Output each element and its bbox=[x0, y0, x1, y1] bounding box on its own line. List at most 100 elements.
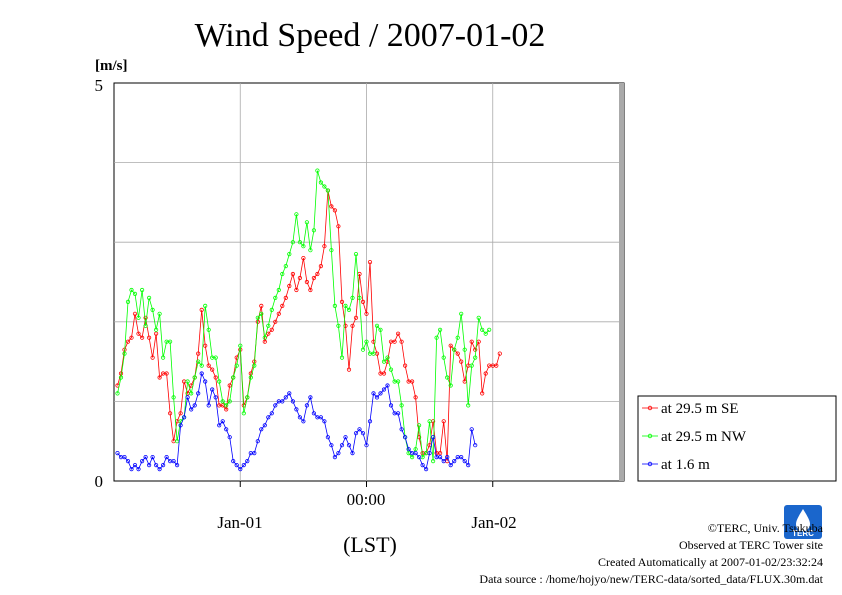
data-point bbox=[259, 427, 264, 432]
x-axis-label: (LST) bbox=[343, 532, 397, 557]
data-point bbox=[427, 419, 432, 424]
data-point bbox=[269, 327, 274, 332]
data-point bbox=[136, 331, 141, 336]
data-point bbox=[350, 295, 355, 300]
data-point bbox=[115, 391, 120, 396]
data-point bbox=[227, 435, 232, 440]
data-point bbox=[336, 450, 341, 456]
data-point bbox=[371, 351, 376, 356]
data-point bbox=[182, 415, 187, 420]
data-point bbox=[199, 363, 204, 368]
data-point bbox=[185, 379, 190, 384]
data-point bbox=[206, 403, 211, 408]
data-point bbox=[315, 168, 320, 173]
data-point bbox=[462, 458, 467, 464]
data-point bbox=[290, 240, 295, 245]
legend-swatch-marker bbox=[647, 461, 653, 467]
data-point bbox=[395, 411, 401, 416]
data-point bbox=[329, 248, 334, 253]
data-point bbox=[406, 447, 411, 452]
data-point bbox=[364, 443, 369, 448]
data-point bbox=[381, 371, 387, 376]
created-text: Created Automatically at 2007-01-02/23:3… bbox=[598, 555, 823, 569]
grid bbox=[114, 83, 619, 487]
observed-text: Observed at TERC Tower site bbox=[679, 538, 823, 552]
data-point bbox=[301, 255, 306, 261]
data-point bbox=[245, 458, 250, 464]
data-point bbox=[234, 363, 239, 368]
data-point bbox=[206, 327, 211, 332]
data-point bbox=[161, 462, 166, 468]
data-point bbox=[178, 411, 183, 416]
data-point bbox=[213, 355, 218, 360]
data-point bbox=[189, 407, 194, 412]
data-point bbox=[220, 399, 225, 404]
data-point bbox=[294, 407, 299, 412]
legend-item: at 29.5 m NW bbox=[642, 429, 747, 445]
data-point bbox=[118, 375, 124, 380]
data-point bbox=[287, 391, 292, 396]
data-point bbox=[238, 343, 243, 348]
data-point bbox=[150, 355, 155, 360]
series-line bbox=[117, 372, 476, 470]
legend-label: at 29.5 m NW bbox=[661, 429, 747, 445]
data-point bbox=[294, 287, 299, 293]
data-point bbox=[140, 287, 145, 293]
data-point bbox=[346, 307, 352, 312]
data-point bbox=[206, 363, 211, 368]
data-point bbox=[273, 295, 278, 300]
data-point bbox=[423, 466, 429, 472]
data-point bbox=[455, 335, 460, 340]
data-point bbox=[473, 355, 478, 360]
data-point bbox=[150, 454, 155, 460]
data-point bbox=[441, 419, 446, 424]
data-point bbox=[469, 363, 474, 368]
data-point bbox=[329, 443, 334, 448]
data-point bbox=[360, 299, 366, 304]
series-1 bbox=[115, 188, 502, 464]
data-point bbox=[325, 435, 330, 440]
data-point bbox=[487, 327, 492, 332]
data-point bbox=[430, 458, 436, 464]
data-point bbox=[150, 307, 155, 312]
data-point bbox=[157, 311, 162, 316]
data-point bbox=[203, 343, 208, 348]
data-point bbox=[178, 423, 183, 428]
y-tick-label-max: 5 bbox=[95, 76, 104, 95]
data-point bbox=[339, 299, 345, 304]
data-point bbox=[196, 391, 201, 396]
data-point bbox=[280, 399, 285, 404]
series-2 bbox=[115, 168, 492, 464]
data-point bbox=[332, 303, 337, 308]
water-drop-icon bbox=[796, 509, 810, 531]
data-point bbox=[343, 435, 348, 440]
legend-item: at 29.5 m SE bbox=[642, 401, 739, 417]
data-point bbox=[290, 399, 295, 404]
data-point bbox=[413, 395, 418, 400]
data-point bbox=[336, 323, 341, 328]
y-axis-unit: [m/s] bbox=[95, 58, 128, 74]
data-point bbox=[129, 466, 134, 472]
data-point bbox=[416, 454, 422, 460]
data-point bbox=[304, 279, 309, 285]
data-point bbox=[143, 323, 148, 328]
data-point bbox=[147, 295, 152, 300]
data-point bbox=[125, 458, 131, 464]
data-point bbox=[441, 458, 446, 464]
data-point bbox=[175, 462, 180, 468]
data-point bbox=[332, 454, 337, 460]
data-point bbox=[255, 439, 260, 444]
data-point bbox=[287, 283, 292, 289]
data-point bbox=[297, 240, 302, 245]
data-point bbox=[476, 339, 481, 344]
data-point bbox=[466, 462, 471, 468]
data-point bbox=[154, 462, 159, 468]
data-point bbox=[125, 299, 131, 304]
data-point bbox=[476, 315, 481, 320]
data-point bbox=[448, 462, 453, 468]
copyright-text: ©TERC, Univ. Tsukuba bbox=[708, 521, 824, 535]
data-point bbox=[381, 387, 387, 392]
legend-label: at 29.5 m SE bbox=[661, 401, 739, 417]
data-point bbox=[132, 291, 138, 296]
data-point bbox=[473, 347, 478, 352]
